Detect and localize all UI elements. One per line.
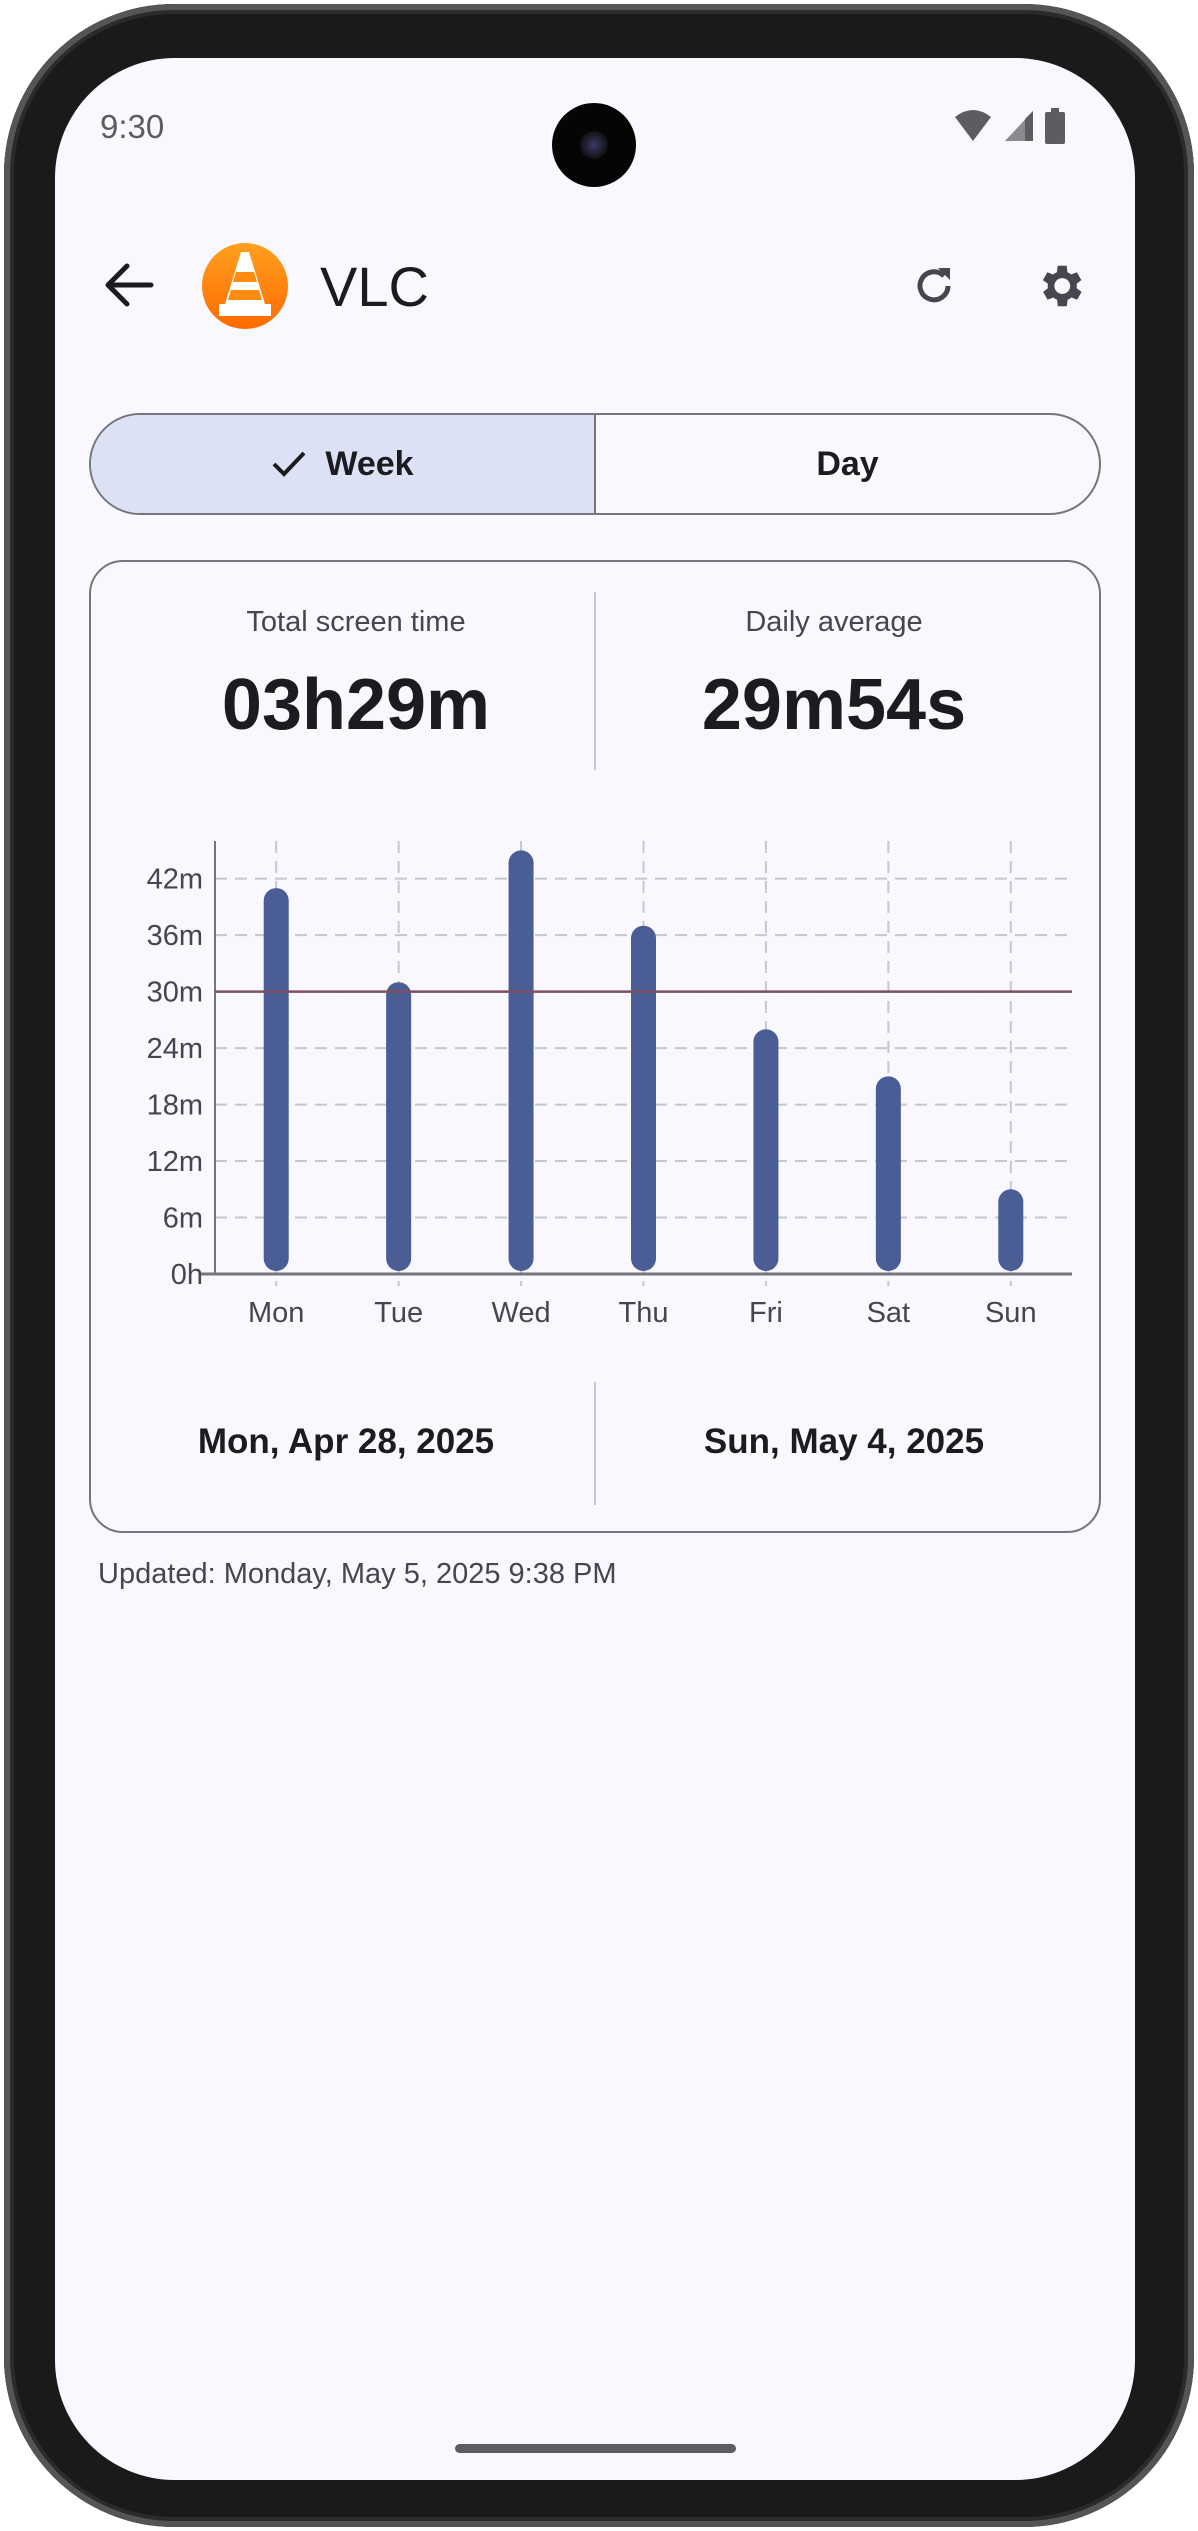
status-time: 9:30 xyxy=(100,108,165,145)
camera-cutout xyxy=(552,103,636,187)
y-tick-label: 18m xyxy=(147,1090,203,1122)
settings-gear-icon[interactable] xyxy=(1033,259,1087,313)
battery-icon xyxy=(1045,108,1065,144)
vlc-cone-icon xyxy=(202,243,288,329)
y-tick-label: 6m xyxy=(163,1203,203,1235)
check-icon xyxy=(272,451,306,477)
app-title: VLC xyxy=(320,255,429,318)
bar-mon xyxy=(263,888,289,1271)
y-tick-label: 42m xyxy=(147,864,203,896)
range-end-date: Sun, May 4, 2025 xyxy=(703,1422,985,1461)
total-screen-time-label: Total screen time xyxy=(246,606,466,638)
range-start-date: Mon, Apr 28, 2025 xyxy=(197,1422,495,1461)
tab-day[interactable]: Day xyxy=(596,415,1099,513)
daily-average-value: 29m54s xyxy=(701,665,967,745)
screen: 9:30 VLC Week Day Total screen time 03h2… xyxy=(55,58,1135,2480)
x-tick-label: Thu xyxy=(619,1297,669,1329)
x-tick-label: Wed xyxy=(492,1297,551,1329)
tab-week-label: Week xyxy=(325,444,414,483)
updated-timestamp: Updated: Monday, May 5, 2025 9:38 PM xyxy=(98,1558,617,1590)
bar-tue xyxy=(386,982,412,1271)
tab-week[interactable]: Week xyxy=(91,415,596,513)
home-indicator[interactable] xyxy=(455,2444,736,2453)
refresh-icon[interactable] xyxy=(910,262,958,310)
x-tick-label: Sat xyxy=(867,1297,911,1329)
x-tick-label: Fri xyxy=(749,1297,783,1329)
bar-fri xyxy=(753,1029,779,1271)
back-arrow-icon[interactable] xyxy=(103,262,155,308)
status-icons xyxy=(953,108,1065,144)
wifi-icon xyxy=(955,110,991,141)
date-divider xyxy=(594,1382,596,1505)
bar-wed xyxy=(508,850,534,1271)
x-tick-label: Mon xyxy=(248,1297,304,1329)
daily-average-label: Daily average xyxy=(745,606,923,638)
summary-divider xyxy=(594,592,596,770)
tab-day-label: Day xyxy=(816,444,879,483)
y-tick-label: 24m xyxy=(147,1033,203,1065)
period-toggle: Week Day xyxy=(89,413,1101,515)
y-tick-label: 36m xyxy=(147,920,203,952)
x-tick-label: Tue xyxy=(374,1297,423,1329)
y-tick-label: 12m xyxy=(147,1146,203,1178)
y-tick-label: 0h xyxy=(171,1259,203,1291)
bar-thu xyxy=(631,925,656,1271)
usage-card: Total screen time 03h29m Daily average 2… xyxy=(89,560,1101,1533)
bar-sun xyxy=(998,1189,1024,1271)
y-tick-label: 30m xyxy=(147,977,203,1009)
x-tick-label: Sun xyxy=(985,1297,1037,1329)
signal-icon xyxy=(1005,111,1033,141)
bar-sat xyxy=(875,1076,901,1271)
total-screen-time-value: 03h29m xyxy=(221,665,491,745)
weekly-usage-chart: Mon Tue Wed Thu Fri Sat Sun 0h 6m 12m 18m 24m 30m 36m… xyxy=(147,841,1072,1329)
